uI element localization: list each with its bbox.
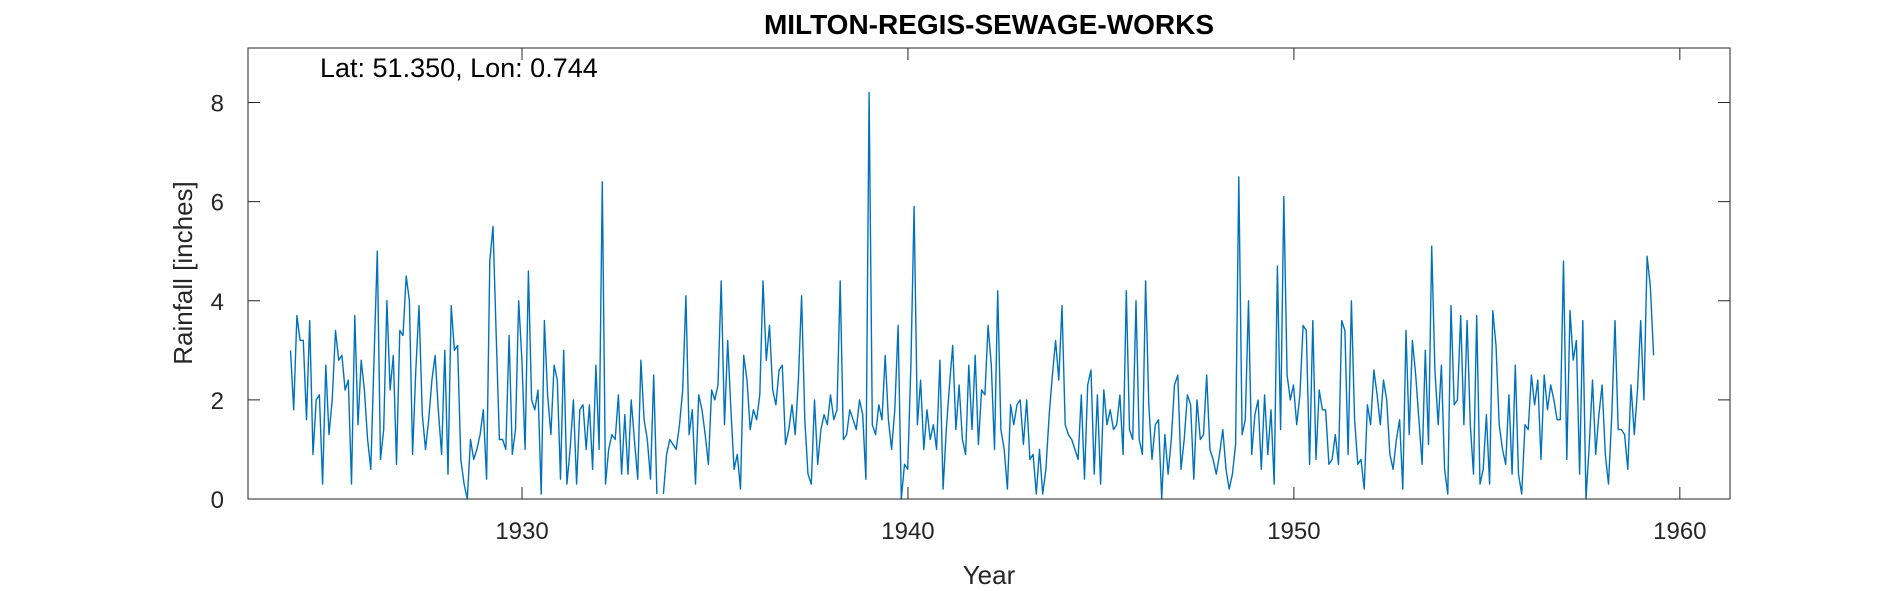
x-axis-ticks: 1930 1940 1950 1960 — [495, 48, 1707, 545]
plot-area-frame — [247, 47, 1731, 500]
x-tick-label: 1960 — [1653, 518, 1706, 545]
x-tick-label: 1950 — [1267, 518, 1320, 545]
y-tick-label: 4 — [211, 289, 224, 316]
rainfall-series-line-segment — [662, 91, 1655, 500]
x-tick-label: 1940 — [881, 518, 934, 545]
y-tick-label: 8 — [211, 91, 224, 118]
location-annotation: Lat: 51.350, Lon: 0.744 — [320, 53, 598, 83]
y-tick-label: 0 — [211, 487, 224, 514]
chart-title: MILTON-REGIS-SEWAGE-WORKS — [764, 9, 1214, 40]
y-tick-label: 2 — [211, 388, 224, 415]
y-axis-label: Rainfall [inches] — [168, 181, 198, 365]
x-axis-label: Year — [963, 560, 1016, 590]
rainfall-series-line — [289, 181, 658, 500]
x-tick-label: 1930 — [495, 518, 548, 545]
y-axis-ticks: 0 2 4 6 8 — [211, 91, 1730, 514]
y-tick-label: 6 — [211, 190, 224, 217]
